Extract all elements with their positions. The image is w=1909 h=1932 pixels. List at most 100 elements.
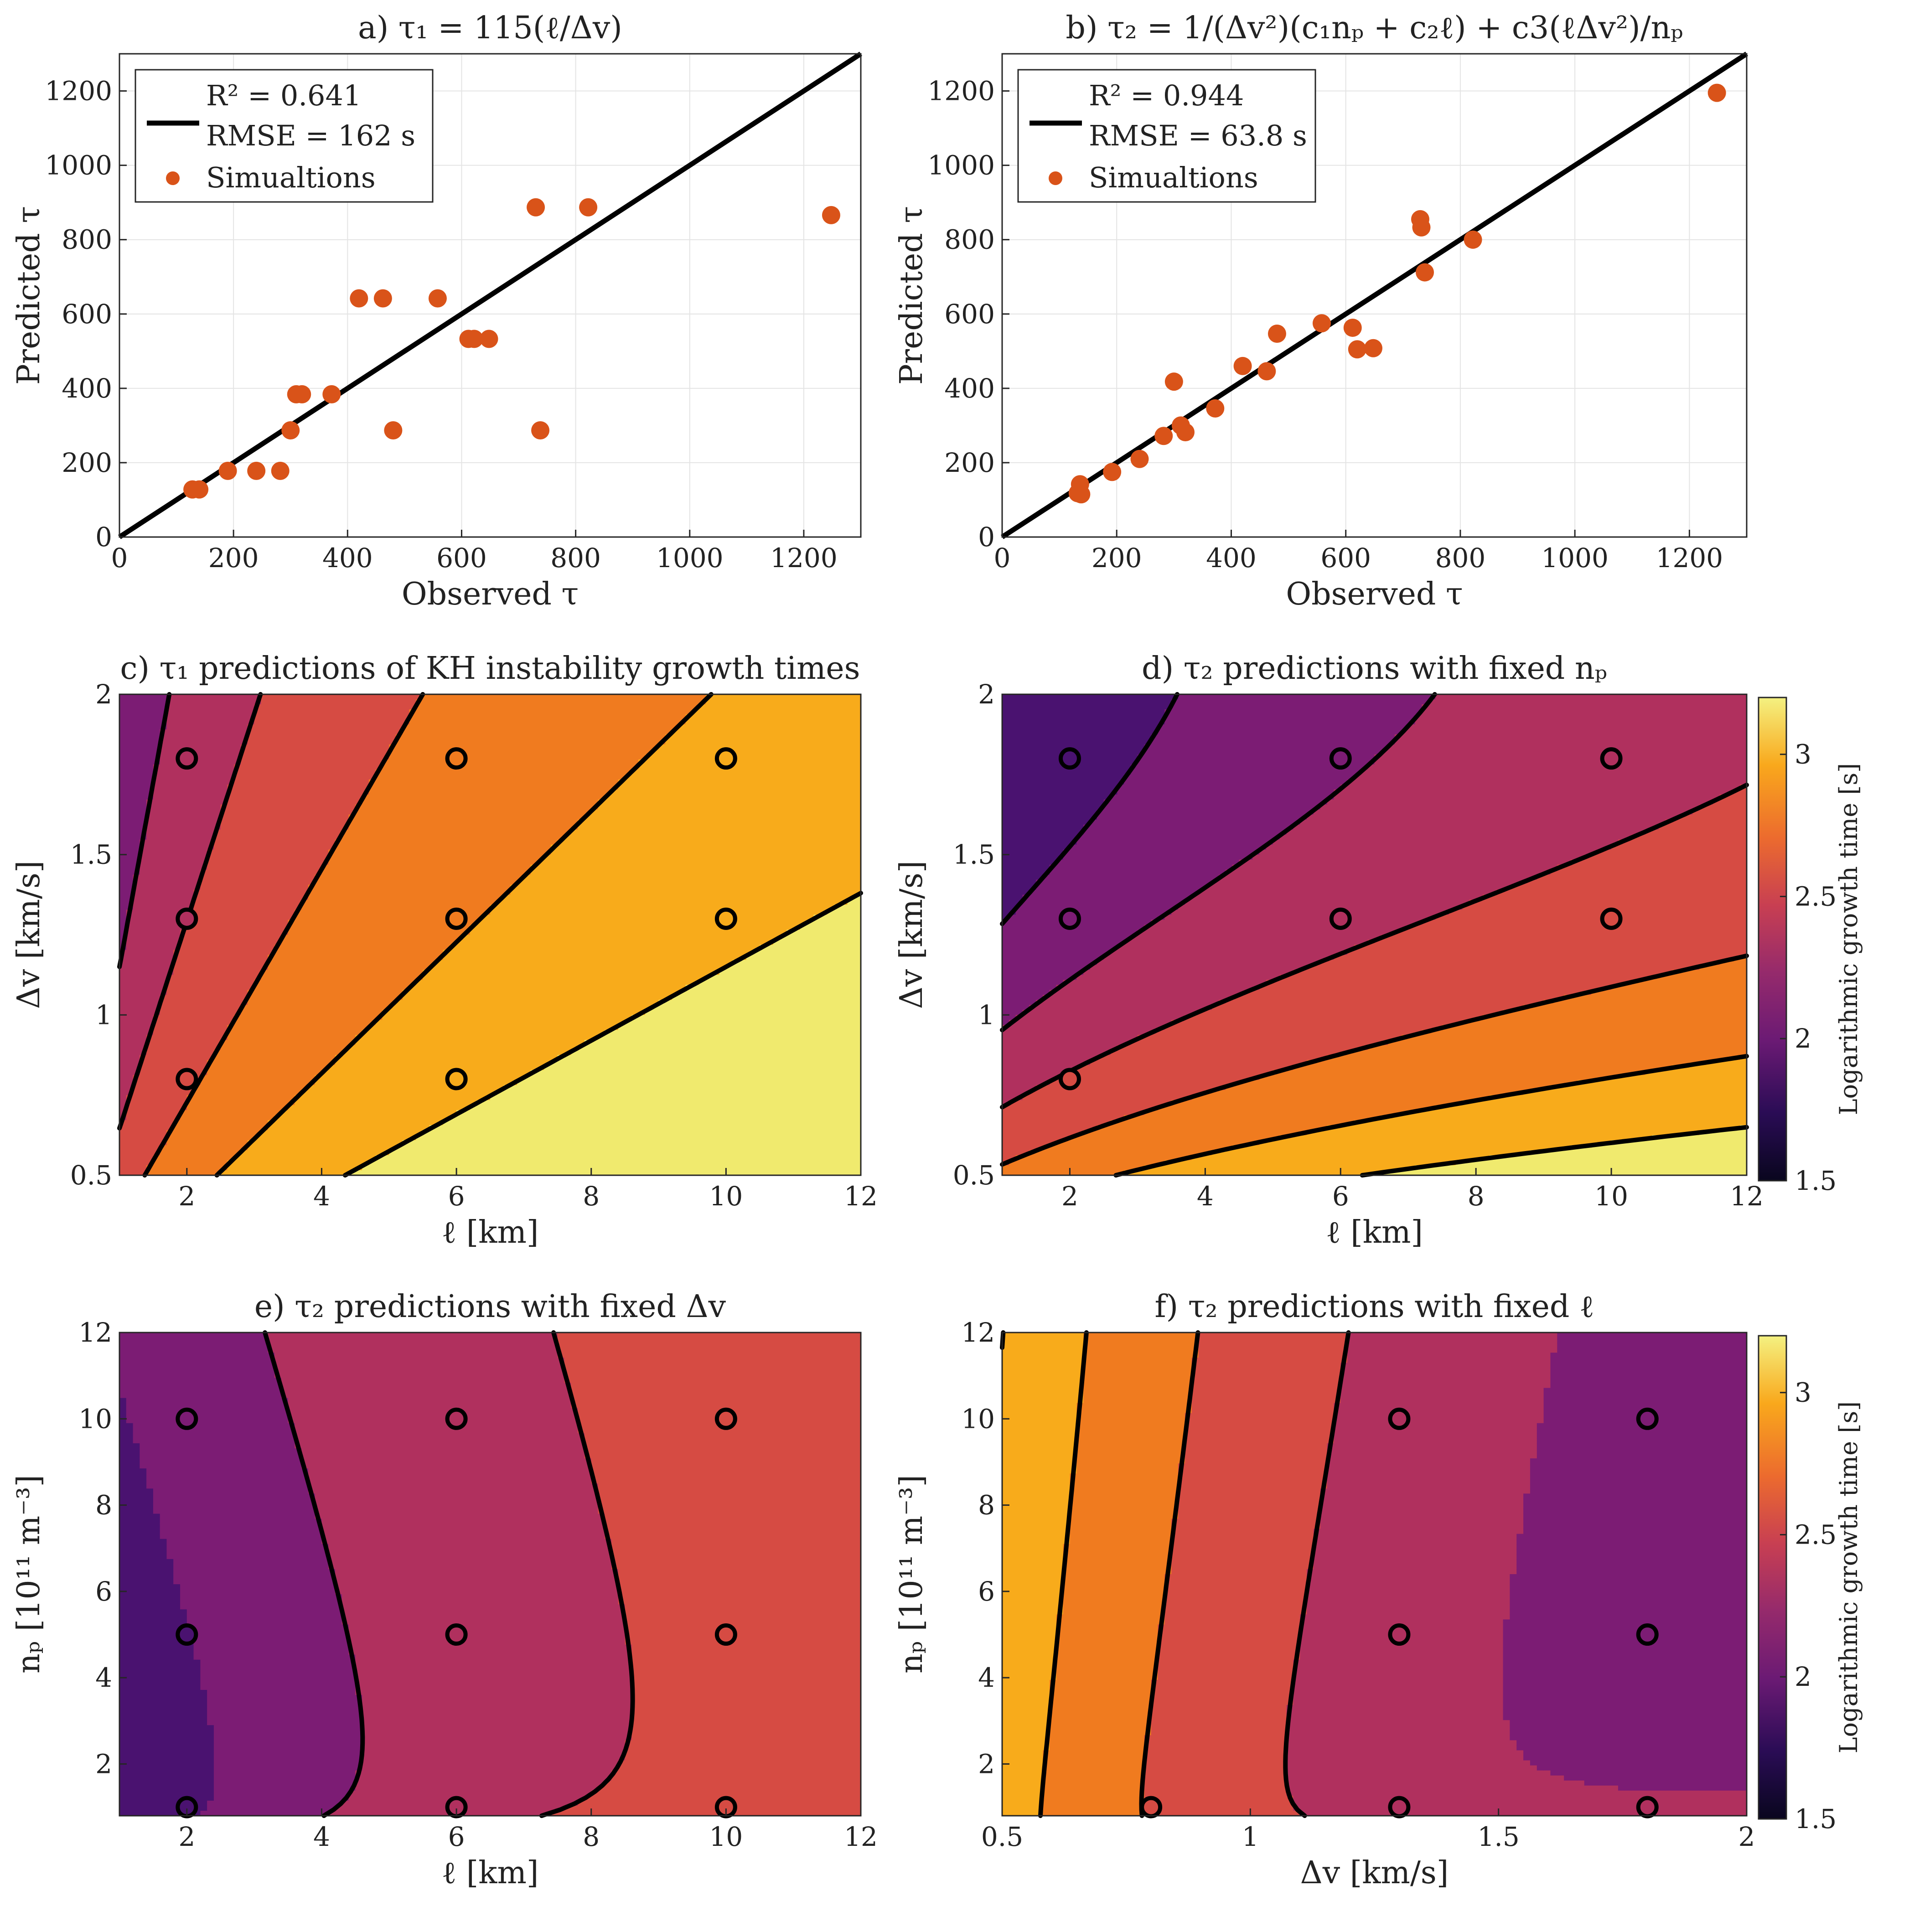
simulation-marker bbox=[1638, 1410, 1656, 1428]
simulation-marker bbox=[178, 909, 196, 928]
data-point bbox=[1165, 372, 1183, 391]
simulation-marker bbox=[1331, 909, 1350, 928]
y-axis-label: Δv [km/s] bbox=[894, 861, 930, 1009]
colorbar-tick-label: 2.5 bbox=[1795, 881, 1837, 912]
x-tick-label: 1200 bbox=[770, 542, 838, 573]
x-tick-label: 1200 bbox=[1656, 542, 1723, 573]
y-tick-label: 2 bbox=[978, 1748, 995, 1779]
data-point bbox=[531, 421, 549, 439]
simulation-marker bbox=[1638, 1798, 1656, 1816]
y-tick-label: 10 bbox=[78, 1403, 112, 1434]
y-tick-label: 400 bbox=[62, 373, 112, 404]
colorbar-tick-label: 2 bbox=[1795, 1023, 1811, 1054]
y-tick-label: 10 bbox=[961, 1403, 995, 1434]
simulation-marker bbox=[717, 1410, 735, 1428]
y-tick-label: 600 bbox=[944, 299, 995, 330]
data-point bbox=[1130, 450, 1149, 468]
y-tick-label: 1000 bbox=[927, 150, 995, 181]
x-tick-label: 2 bbox=[1738, 1821, 1755, 1852]
x-tick-label: 10 bbox=[709, 1181, 743, 1212]
x-tick-label: 6 bbox=[1332, 1181, 1349, 1212]
y-tick-label: 1200 bbox=[927, 76, 995, 107]
x-tick-label: 8 bbox=[1468, 1181, 1485, 1212]
y-tick-label: 0.5 bbox=[953, 1160, 995, 1191]
colorbar-tick-label: 3 bbox=[1795, 1377, 1811, 1408]
x-tick-label: 600 bbox=[1320, 542, 1371, 573]
x-tick-label: 8 bbox=[583, 1821, 600, 1852]
colorbar-tick-label: 1.5 bbox=[1795, 1803, 1837, 1834]
data-point bbox=[384, 421, 402, 439]
simulation-marker bbox=[1390, 1798, 1408, 1816]
y-tick-label: 200 bbox=[62, 447, 112, 478]
panel-title: b) τ₂ = 1/(Δv²)(c₁nₚ + c₂ℓ) + c3(ℓΔv²)/n… bbox=[1066, 10, 1683, 46]
y-tick-label: 1.5 bbox=[70, 839, 112, 870]
x-tick-label: 1 bbox=[1242, 1821, 1259, 1852]
simulation-marker bbox=[717, 1626, 735, 1644]
y-tick-label: 200 bbox=[944, 447, 995, 478]
contour-fill bbox=[1002, 694, 1747, 1176]
simulation-marker bbox=[447, 909, 466, 928]
y-tick-label: 12 bbox=[78, 1317, 112, 1348]
simulation-marker bbox=[447, 1410, 466, 1428]
data-point bbox=[1708, 84, 1726, 102]
data-point bbox=[1344, 319, 1362, 337]
y-tick-label: 800 bbox=[944, 224, 995, 255]
simulation-marker bbox=[1061, 1070, 1079, 1088]
legend-r2: R² = 0.641 bbox=[206, 79, 361, 112]
colorbar-label: Logarithmic growth time [s] bbox=[1834, 1401, 1863, 1753]
simulation-marker bbox=[447, 1626, 466, 1644]
simulation-marker bbox=[1331, 749, 1350, 768]
x-tick-label: 2 bbox=[178, 1821, 195, 1852]
simulation-marker bbox=[1638, 1626, 1656, 1644]
colorbar-gradient bbox=[1759, 1336, 1786, 1819]
simulation-marker bbox=[1390, 1410, 1408, 1428]
colorbar-tick-label: 2.5 bbox=[1795, 1519, 1837, 1550]
y-axis-label: Predicted τ bbox=[894, 206, 930, 385]
x-axis-label: ℓ [km] bbox=[1326, 1214, 1423, 1250]
scatter-panel-a: 0 200 400 600 800 1000 12000200400600800100012… bbox=[11, 10, 861, 612]
legend-simulations: Simualtions bbox=[206, 161, 376, 194]
contour-panel-c: 2 4 6 8 10 120.511.52c) τ₁ predictions of KH … bbox=[11, 651, 878, 1250]
legend-simulations: Simualtions bbox=[1089, 161, 1258, 194]
simulation-marker bbox=[1602, 749, 1620, 768]
y-tick-label: 0.5 bbox=[70, 1160, 112, 1191]
y-tick-label: 1000 bbox=[45, 150, 112, 181]
simulation-marker bbox=[717, 749, 735, 768]
y-tick-label: 0 bbox=[95, 522, 112, 553]
x-axis-label: ℓ [km] bbox=[442, 1855, 539, 1891]
data-point bbox=[1072, 485, 1090, 503]
x-tick-label: 400 bbox=[322, 542, 373, 573]
scatter-panel-b: 0 200 400 600 800 1000 12000200400600800100012… bbox=[894, 10, 1747, 612]
data-point bbox=[247, 462, 265, 480]
data-point bbox=[1176, 423, 1195, 441]
y-tick-label: 2 bbox=[978, 679, 995, 710]
x-tick-label: 10 bbox=[1594, 1181, 1628, 1212]
data-point bbox=[281, 421, 300, 439]
y-tick-label: 12 bbox=[961, 1317, 995, 1348]
data-point bbox=[322, 385, 341, 403]
data-point bbox=[1364, 339, 1382, 357]
x-tick-label: 6 bbox=[448, 1821, 465, 1852]
x-tick-label: 800 bbox=[550, 542, 601, 573]
colorbar-tick-label: 3 bbox=[1795, 739, 1811, 770]
simulation-marker bbox=[717, 909, 735, 928]
y-axis-label: nₚ [10¹¹ m⁻³] bbox=[11, 1475, 47, 1674]
x-tick-label: 10 bbox=[709, 1821, 743, 1852]
y-axis-label: nₚ [10¹¹ m⁻³] bbox=[894, 1475, 930, 1674]
panel-title: a) τ₁ = 115(ℓ/Δv) bbox=[358, 10, 622, 46]
x-axis-label: ℓ [km] bbox=[442, 1214, 539, 1250]
x-tick-label: 600 bbox=[436, 542, 487, 573]
data-point bbox=[1206, 399, 1224, 418]
colorbar-gradient bbox=[1759, 697, 1786, 1181]
data-point bbox=[579, 198, 597, 217]
data-point bbox=[190, 480, 208, 499]
x-tick-label: 4 bbox=[313, 1181, 330, 1212]
y-tick-label: 1.5 bbox=[953, 839, 995, 870]
data-point bbox=[350, 289, 368, 308]
data-point bbox=[527, 198, 545, 217]
contour-fill bbox=[1002, 1333, 1747, 1816]
simulation-marker bbox=[1390, 1626, 1408, 1644]
y-tick-label: 8 bbox=[95, 1490, 112, 1521]
